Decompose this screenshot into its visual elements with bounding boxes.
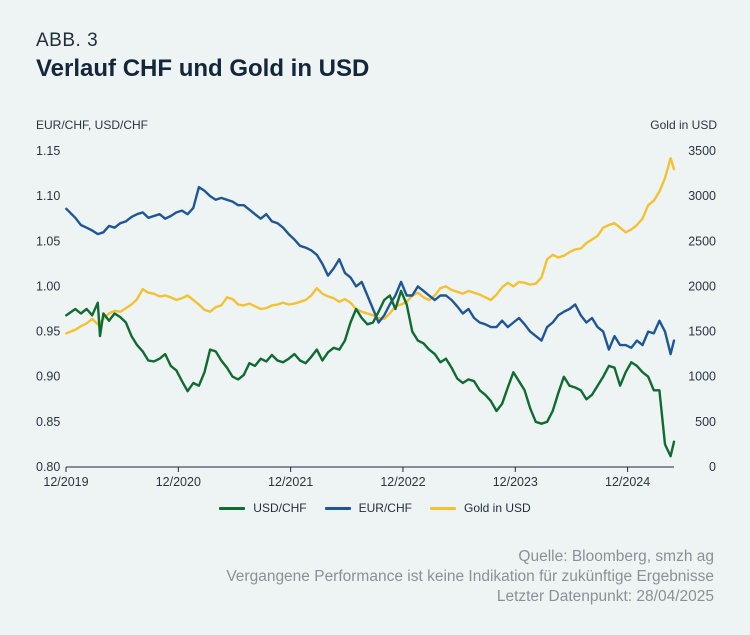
legend-swatch-eurchf xyxy=(324,506,351,510)
y-left-tick-label: 0.95 xyxy=(36,325,60,339)
legend-label-gold: Gold in USD xyxy=(463,501,531,515)
y-left-tick-label: 0.90 xyxy=(36,370,60,384)
y-right-tick-label: 3000 xyxy=(688,189,716,203)
last-datapoint-note: Letzter Datenpunkt: 28/04/2025 xyxy=(496,588,714,605)
legend-swatch-usdchf xyxy=(219,506,246,510)
legend-item-usdchf: USD/CHF xyxy=(219,501,307,515)
y-right-tick-label: 1000 xyxy=(688,370,716,384)
legend-label-usdchf: USD/CHF xyxy=(253,501,307,515)
y-right-tick-label: 1500 xyxy=(688,325,716,339)
chart-title: Verlauf CHF und Gold in USD xyxy=(36,55,370,82)
y-right-axis-title: Gold in USD xyxy=(650,118,717,132)
legend-item-eurchf: EUR/CHF xyxy=(324,501,412,515)
legend: USD/CHF EUR/CHF Gold in USD xyxy=(0,501,750,515)
legend-item-gold: Gold in USD xyxy=(429,501,531,515)
series-layer xyxy=(65,157,676,458)
y-right-tick-label: 3500 xyxy=(688,144,716,158)
y-left-tick-label: 1.05 xyxy=(36,234,60,248)
source-note: Quelle: Bloomberg, smzh ag xyxy=(518,548,714,565)
tick-layer: 1.15 1.10 1.05 1.00 0.95 0.90 0.85 0.80 3500 3000… xyxy=(36,144,716,489)
y-left-tick-label: 1.15 xyxy=(36,144,60,158)
y-right-tick-label: 0 xyxy=(709,460,716,474)
y-left-tick-label: 1.00 xyxy=(36,279,60,293)
series-line-eurchf xyxy=(65,185,676,356)
figure-label: ABB. 3 xyxy=(36,30,99,51)
y-right-tick-label: 500 xyxy=(695,415,716,429)
y-left-axis-title: EUR/CHF, USD/CHF xyxy=(36,118,149,132)
disclaimer-note: Vergangene Performance ist keine Indikat… xyxy=(226,568,714,585)
legend-label-eurchf: EUR/CHF xyxy=(358,501,412,515)
y-left-tick-label: 1.10 xyxy=(36,189,60,203)
y-left-tick-label: 0.80 xyxy=(36,460,60,474)
axis-layer xyxy=(65,466,674,472)
series-line-gold xyxy=(65,157,676,335)
x-tick-label: 12/2019 xyxy=(43,475,88,489)
footer: Quelle: Bloomberg, smzh ag Vergangene Pe… xyxy=(226,547,714,607)
series-line-usdchf xyxy=(65,289,676,458)
legend-swatch-gold xyxy=(429,506,456,510)
x-tick-label: 12/2020 xyxy=(156,475,201,489)
x-tick-label: 12/2024 xyxy=(605,475,650,489)
x-tick-label: 12/2021 xyxy=(268,475,313,489)
x-tick-label: 12/2022 xyxy=(380,475,425,489)
y-left-tick-label: 0.85 xyxy=(36,415,60,429)
y-right-tick-label: 2500 xyxy=(688,234,716,248)
y-right-tick-label: 2000 xyxy=(688,279,716,293)
x-tick-label: 12/2023 xyxy=(493,475,538,489)
